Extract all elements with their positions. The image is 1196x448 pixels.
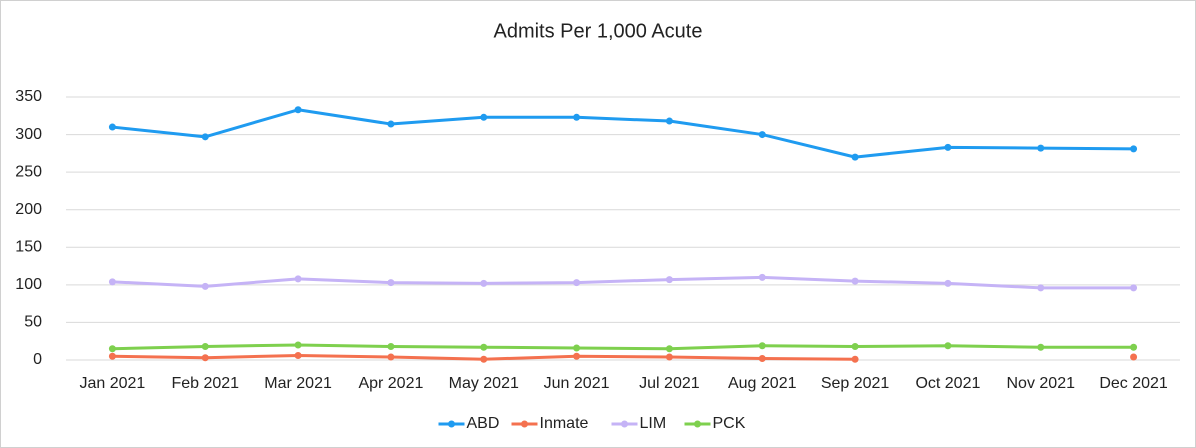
y-tick-label: 50 (24, 314, 42, 331)
series-line (112, 275, 1134, 290)
series-marker (480, 355, 488, 363)
series-marker (758, 273, 766, 281)
series-marker (108, 345, 116, 353)
series-marker (201, 133, 209, 141)
x-tick-label: Apr 2021 (358, 375, 423, 392)
series-marker (108, 352, 116, 360)
series-marker (201, 342, 209, 350)
y-tick-label: 200 (15, 201, 42, 218)
series-line (112, 343, 1134, 351)
legend-label: ABD (467, 415, 500, 432)
series-marker (108, 278, 116, 286)
x-tick-label: May 2021 (449, 375, 519, 392)
x-tick-label: Nov 2021 (1007, 375, 1076, 392)
x-tick-label: Mar 2021 (264, 375, 332, 392)
legend-label: LIM (640, 415, 667, 432)
series-marker (1037, 284, 1045, 292)
series-line (112, 108, 1134, 159)
series-marker (201, 354, 209, 362)
series-marker (1130, 284, 1138, 292)
y-tick-label: 150 (15, 239, 42, 256)
series-marker (851, 153, 859, 161)
legend-swatch-marker (621, 420, 628, 428)
series-marker (573, 344, 581, 352)
series-marker (1130, 343, 1138, 351)
series-marker (851, 342, 859, 350)
series-marker (1130, 145, 1138, 153)
series-marker (665, 276, 673, 284)
series-marker (665, 117, 673, 125)
series-marker (294, 341, 302, 349)
series-marker (944, 143, 952, 151)
series-marker (1130, 353, 1138, 361)
series-marker (387, 353, 395, 361)
series-marker (944, 279, 952, 287)
series-marker (758, 131, 766, 139)
x-tick-label: Sep 2021 (821, 375, 890, 392)
series-marker (758, 342, 766, 350)
series-marker (480, 343, 488, 351)
y-tick-label: 300 (15, 126, 42, 143)
series-marker (1037, 343, 1045, 351)
y-tick-label: 350 (15, 88, 42, 105)
y-tick-label: 250 (15, 163, 42, 180)
series-marker (387, 120, 395, 128)
series-marker (201, 282, 209, 290)
series-marker (851, 277, 859, 285)
series-marker (294, 351, 302, 359)
y-tick-label: 0 (33, 351, 42, 368)
series-marker (758, 354, 766, 362)
series-marker (573, 279, 581, 287)
legend-label: PCK (713, 415, 746, 432)
x-tick-label: Jan 2021 (79, 375, 145, 392)
series-marker (294, 106, 302, 114)
series-marker (480, 279, 488, 287)
series-marker (108, 123, 116, 131)
series-marker (294, 275, 302, 283)
legend-swatch-marker (694, 420, 701, 428)
series-marker (665, 345, 673, 353)
chart-title: Admits Per 1,000 Acute (493, 20, 702, 42)
series-marker (851, 355, 859, 363)
legend-swatch-marker (521, 420, 528, 428)
x-tick-label: Feb 2021 (171, 375, 239, 392)
series-marker (944, 342, 952, 350)
series-marker (573, 113, 581, 121)
series-marker (480, 113, 488, 121)
x-tick-label: Jul 2021 (639, 375, 700, 392)
x-tick-label: Dec 2021 (1099, 375, 1168, 392)
series-marker (387, 342, 395, 350)
series-marker (1037, 144, 1045, 152)
series-marker (387, 279, 395, 287)
x-tick-label: Aug 2021 (728, 375, 797, 392)
series-marker (665, 353, 673, 361)
x-tick-label: Oct 2021 (915, 375, 980, 392)
x-tick-label: Jun 2021 (544, 375, 610, 392)
y-tick-label: 100 (15, 276, 42, 293)
legend-label: Inmate (540, 415, 589, 432)
series-marker (573, 352, 581, 360)
legend-swatch-marker (448, 420, 455, 428)
